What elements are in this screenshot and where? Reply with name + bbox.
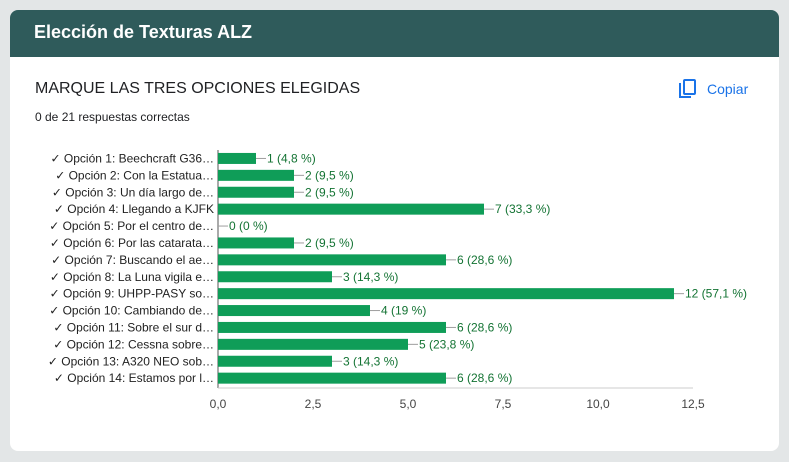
x-tick-label: 2,5 — [305, 397, 322, 411]
bar-value-label: 1 (4,8 %) — [267, 151, 316, 165]
bar-value-label: 6 (28,6 %) — [457, 320, 512, 334]
category-label: ✓ Opción 10: Cambiando de… — [49, 304, 214, 318]
bar-value-label: 5 (23,8 %) — [419, 337, 474, 351]
bar-value-label: 3 (14,3 %) — [343, 354, 398, 368]
x-tick-label: 12,5 — [681, 397, 705, 411]
copy-button[interactable]: Copiar — [673, 75, 752, 103]
category-label: ✓ Opción 12: Cessna sobre… — [53, 337, 214, 351]
bar-value-label: 7 (33,3 %) — [495, 202, 550, 216]
x-tick-label: 5,0 — [400, 397, 417, 411]
category-label: ✓ Opción 5: Por el centro de… — [49, 219, 214, 233]
bar-value-label: 2 (9,5 %) — [305, 168, 354, 182]
bar-value-label: 3 (14,3 %) — [343, 270, 398, 284]
copy-icon — [677, 78, 697, 100]
category-label: ✓ Opción 4: Llegando a KJFK — [54, 202, 214, 216]
bar — [218, 186, 294, 198]
bar — [218, 271, 332, 283]
bar — [218, 152, 256, 164]
bar — [218, 254, 446, 266]
category-label: ✓ Opción 3: Un día largo de… — [52, 185, 214, 199]
bar-value-label: 6 (28,6 %) — [457, 371, 512, 385]
category-label: ✓ Opción 11: Sobre el sur d… — [53, 320, 214, 334]
bar — [218, 288, 674, 300]
bar — [218, 203, 484, 215]
form-title: Elección de Texturas ALZ — [34, 22, 253, 42]
correct-answers-summary: 0 de 21 respuestas correctas — [35, 110, 190, 124]
bar — [218, 372, 446, 384]
bar — [218, 169, 294, 181]
bar — [218, 305, 370, 317]
bar-value-label: 12 (57,1 %) — [685, 287, 747, 301]
copy-button-label: Copiar — [707, 81, 749, 97]
bar-value-label: 2 (9,5 %) — [305, 236, 354, 250]
category-label: ✓ Opción 14: Estamos por l… — [54, 371, 214, 385]
bar — [218, 237, 294, 249]
category-label: ✓ Opción 6: Por las catarata… — [50, 236, 214, 250]
question-title: MARQUE LAS TRES OPCIONES ELEGIDAS — [35, 80, 361, 97]
bar — [218, 338, 408, 350]
category-label: ✓ Opción 2: Con la Estatua… — [55, 168, 214, 182]
x-tick-label: 10,0 — [586, 397, 610, 411]
category-label: ✓ Opción 13: A320 NEO sob… — [48, 354, 214, 368]
bar-value-label: 6 (28,6 %) — [457, 253, 512, 267]
question-card: MARQUE LAS TRES OPCIONES ELEGIDAS 0 de 2… — [10, 57, 779, 451]
bar-value-label: 0 (0 %) — [229, 219, 268, 233]
category-label: ✓ Opción 8: La Luna vigila e… — [50, 270, 214, 284]
bar-value-label: 4 (19 %) — [381, 304, 426, 318]
bar-value-label: 2 (9,5 %) — [305, 185, 354, 199]
category-label: ✓ Opción 1: Beechcraft G36… — [51, 151, 214, 165]
category-label: ✓ Opción 9: UHPP-PASY so… — [50, 287, 214, 301]
bar — [218, 355, 332, 367]
form-header: Elección de Texturas ALZ — [10, 10, 779, 57]
x-tick-label: 0,0 — [210, 397, 227, 411]
bar — [218, 321, 446, 333]
category-label: ✓ Opción 7: Buscando el ae… — [51, 253, 214, 267]
x-tick-label: 7,5 — [495, 397, 512, 411]
